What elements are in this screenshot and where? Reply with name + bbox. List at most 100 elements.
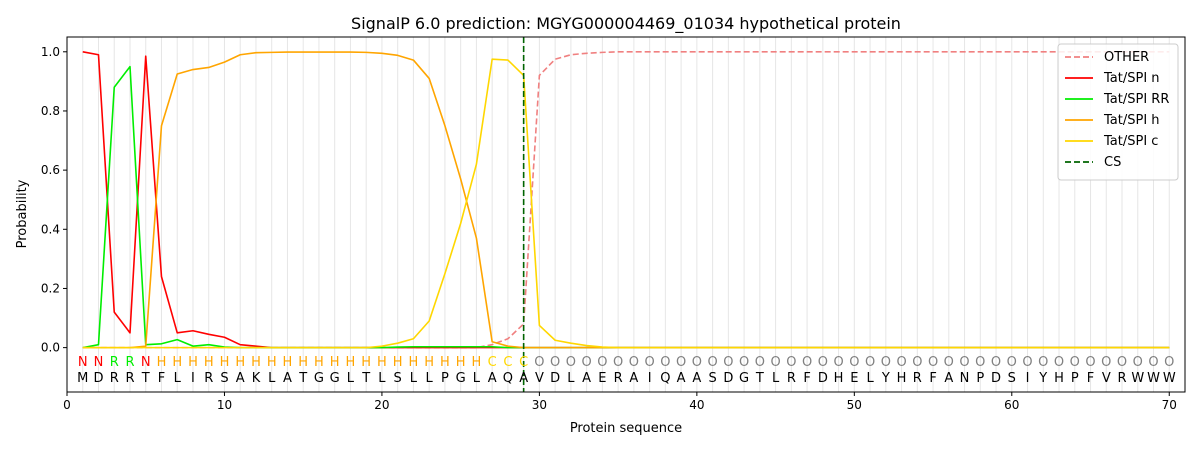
residue-label: A: [582, 371, 591, 386]
region-label: R: [110, 355, 119, 370]
residue-label: H: [834, 371, 844, 386]
legend-label: Tat/SPI RR: [1103, 92, 1169, 107]
residue-label: L: [378, 371, 386, 386]
x-tick-label: 60: [1004, 398, 1019, 412]
residue-label: F: [929, 371, 936, 386]
residue-label: L: [772, 371, 780, 386]
residue-label: N: [960, 371, 970, 386]
residue-label: Q: [660, 371, 670, 386]
residue-label: D: [550, 371, 560, 386]
chart-title: SignalP 6.0 prediction: MGYG000004469_01…: [351, 14, 901, 34]
y-tick-label: 0.2: [41, 281, 60, 295]
region-label: C: [503, 355, 512, 370]
residue-label: F: [1087, 371, 1094, 386]
region-label: O: [723, 355, 733, 370]
region-label: H: [393, 355, 403, 370]
region-label: H: [440, 355, 450, 370]
legend-label: CS: [1104, 155, 1121, 170]
legend-label: Tat/SPI h: [1103, 113, 1160, 128]
region-label: O: [770, 355, 780, 370]
region-label: O: [1164, 355, 1174, 370]
y-tick-label: 1.0: [41, 45, 60, 59]
region-label: O: [818, 355, 828, 370]
legend-label: Tat/SPI n: [1103, 71, 1160, 86]
residue-label: S: [1008, 371, 1016, 386]
region-label: O: [645, 355, 655, 370]
region-label: O: [582, 355, 592, 370]
region-label: O: [629, 355, 639, 370]
region-label: O: [1101, 355, 1111, 370]
region-label: O: [786, 355, 796, 370]
region-label: H: [267, 355, 277, 370]
residue-label: I: [191, 371, 195, 386]
residue-label: E: [598, 371, 606, 386]
region-label: H: [361, 355, 371, 370]
y-tick-label: 0.8: [41, 104, 60, 118]
region-label: H: [235, 355, 245, 370]
region-label: O: [1007, 355, 1017, 370]
residue-label: W: [1147, 371, 1160, 386]
residue-label: V: [1102, 371, 1111, 386]
residue-label: D: [818, 371, 828, 386]
region-label: H: [346, 355, 356, 370]
sequence-labels: NMNDRRRRNTHFHLHIHRHSHAHKHLHAHTHGHGHLHTHL…: [77, 355, 1176, 386]
residue-label: L: [174, 371, 182, 386]
region-label: C: [488, 355, 497, 370]
region-label: O: [865, 355, 875, 370]
residue-label: G: [314, 371, 324, 386]
region-label: C: [519, 355, 528, 370]
residue-label: A: [283, 371, 292, 386]
region-label: O: [975, 355, 985, 370]
region-label: O: [991, 355, 1001, 370]
x-tick-label: 70: [1162, 398, 1177, 412]
region-label: O: [534, 355, 544, 370]
residue-label: W: [1131, 371, 1144, 386]
residue-label: L: [426, 371, 434, 386]
region-label: O: [676, 355, 686, 370]
residue-label: L: [866, 371, 874, 386]
y-axis-label: Probability: [15, 179, 30, 248]
residue-label: P: [1071, 371, 1079, 386]
residue-label: A: [488, 371, 497, 386]
x-tick-label: 40: [689, 398, 704, 412]
y-tick-label: 0.6: [41, 163, 60, 177]
x-axis-label: Protein sequence: [570, 421, 682, 436]
residue-label: L: [473, 371, 481, 386]
region-label: H: [283, 355, 293, 370]
residue-label: S: [220, 371, 228, 386]
residue-label: G: [456, 371, 466, 386]
residue-label: Y: [1038, 371, 1047, 386]
residue-label: L: [567, 371, 575, 386]
residue-label: F: [158, 371, 165, 386]
region-label: O: [755, 355, 765, 370]
region-label: O: [692, 355, 702, 370]
residue-label: H: [1054, 371, 1064, 386]
residue-label: A: [519, 371, 528, 386]
region-label: H: [204, 355, 214, 370]
residue-label: K: [252, 371, 261, 386]
residue-label: Q: [503, 371, 513, 386]
x-tick-label: 0: [63, 398, 71, 412]
residue-label: M: [77, 371, 88, 386]
region-label: O: [959, 355, 969, 370]
residue-label: T: [361, 371, 370, 386]
region-label: H: [456, 355, 466, 370]
region-label: H: [298, 355, 308, 370]
residue-label: R: [110, 371, 119, 386]
legend-label: OTHER: [1104, 50, 1149, 65]
region-label: O: [613, 355, 623, 370]
residue-label: P: [976, 371, 984, 386]
region-label: O: [1022, 355, 1032, 370]
region-label: H: [251, 355, 261, 370]
residue-label: S: [394, 371, 402, 386]
residue-label: L: [410, 371, 418, 386]
series-line-tat-spi-c: [82, 58, 1170, 349]
x-tick-label: 10: [217, 398, 232, 412]
region-label: H: [472, 355, 482, 370]
region-label: H: [424, 355, 434, 370]
y-tick-label: 0.0: [41, 341, 60, 355]
residue-label: T: [141, 371, 150, 386]
residue-label: R: [204, 371, 213, 386]
region-label: O: [1054, 355, 1064, 370]
